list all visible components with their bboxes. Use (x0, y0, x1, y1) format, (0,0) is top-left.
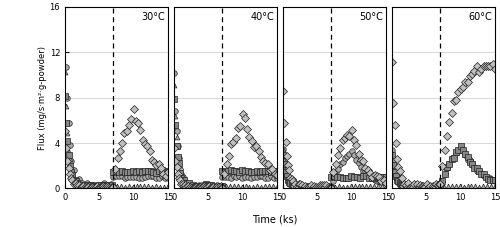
Y-axis label: Flux (mg/s·m²·g-powder): Flux (mg/s·m²·g-powder) (38, 46, 46, 150)
Text: 40°C: 40°C (250, 12, 274, 22)
Text: 30°C: 30°C (141, 12, 165, 22)
Text: Time (ks): Time (ks) (252, 215, 298, 225)
Text: 50°C: 50°C (359, 12, 383, 22)
Text: 60°C: 60°C (468, 12, 492, 22)
